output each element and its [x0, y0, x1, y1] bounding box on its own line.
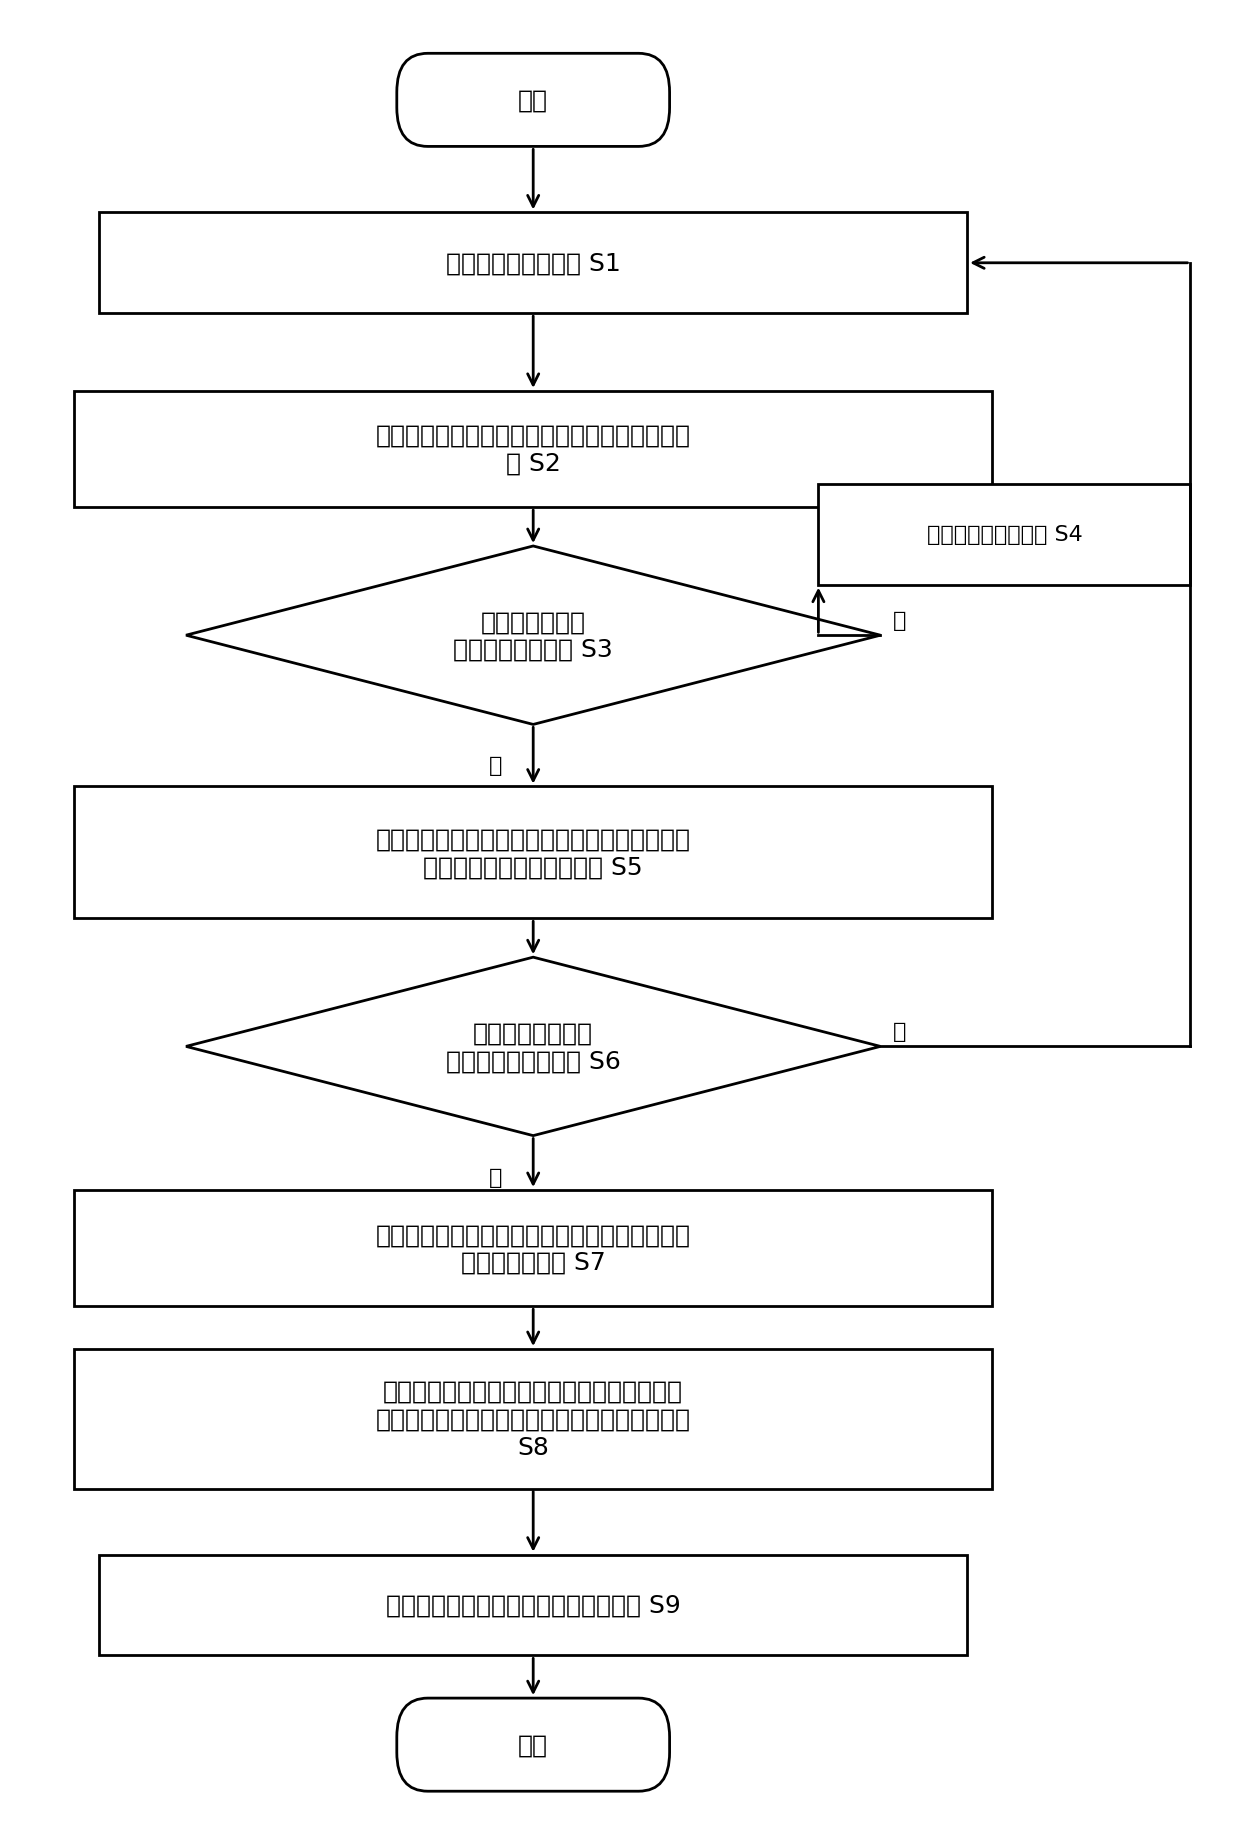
Text: 利用相机标定法对目标物位姿信息进行修正，获
得修正位姿信息 S7: 利用相机标定法对目标物位姿信息进行修正，获 得修正位姿信息 S7 [376, 1222, 691, 1274]
Text: 获取相机的采集图像 S1: 获取相机的采集图像 S1 [446, 253, 620, 276]
Text: 发送目标物输送指令 S4: 发送目标物输送指令 S4 [926, 525, 1083, 545]
Text: 是: 是 [490, 756, 502, 776]
Bar [74, 392, 992, 509]
Text: 开始: 开始 [518, 90, 548, 113]
Bar [99, 1556, 967, 1656]
Text: 根据机器人坐标系坐标进行目标物抓取 S9: 根据机器人坐标系坐标进行目标物抓取 S9 [386, 1594, 681, 1618]
Bar [74, 1190, 992, 1307]
Bar [74, 787, 992, 919]
Text: 否: 否 [893, 611, 906, 630]
Text: 利用基于边缘的模板匹配算法对目标物进行定位
识别，获得目标物位姿信息 S5: 利用基于边缘的模板匹配算法对目标物进行定位 识别，获得目标物位姿信息 S5 [376, 827, 691, 878]
Text: 结束: 结束 [518, 1733, 548, 1757]
Text: 目标物位姿信息为
预设目标物位姿信息 S6: 目标物位姿信息为 预设目标物位姿信息 S6 [445, 1021, 621, 1072]
Bar [99, 214, 967, 315]
Text: 利用手眼标定法对修正位姿信息进行坐标系转
换，获得修正位姿信息对应的机器人坐标系坐标
S8: 利用手眼标定法对修正位姿信息进行坐标系转 换，获得修正位姿信息对应的机器人坐标系… [376, 1380, 691, 1459]
Bar [74, 1349, 992, 1490]
Text: 对采集图像进行图像轮廓提取，获得轮廓提取结
果 S2: 对采集图像进行图像轮廓提取，获得轮廓提取结 果 S2 [376, 425, 691, 476]
FancyBboxPatch shape [397, 1698, 670, 1792]
Text: 是: 是 [490, 1168, 502, 1188]
FancyBboxPatch shape [397, 55, 670, 148]
Bar [818, 485, 1190, 586]
Text: 轮廓提取结果中
存在物体轮廓信息 S3: 轮廓提取结果中 存在物体轮廓信息 S3 [454, 609, 613, 662]
Polygon shape [186, 957, 880, 1136]
Text: 否: 否 [893, 1021, 906, 1041]
Polygon shape [186, 547, 880, 725]
